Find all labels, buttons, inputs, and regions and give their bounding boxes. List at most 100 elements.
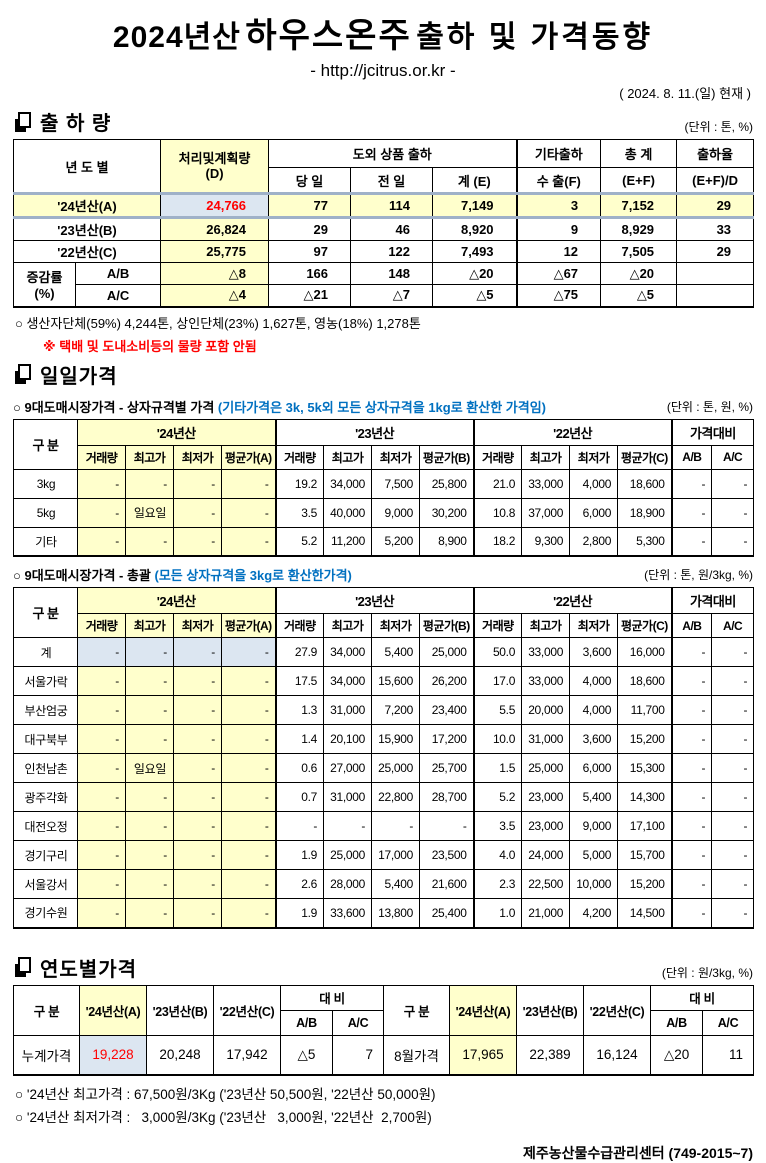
title-year: 2024년산: [112, 21, 241, 54]
cell: -: [173, 840, 222, 870]
col-header-offshore: 도외 상품 출하: [268, 139, 518, 168]
caption-note: (기타가격은 3k, 5k외 모든 상자규격을 1kg로 환산한 가격임): [217, 399, 546, 415]
square-bullet-icon: [15, 957, 31, 977]
cell: 16,000: [617, 637, 673, 667]
cell: 17.5: [274, 666, 325, 696]
col-header-plan: 처리및계획량 (D): [160, 139, 270, 194]
cell: 10.0: [472, 724, 523, 754]
col-header-vs: 대 비: [279, 984, 385, 1011]
table-row: 누계가격 19,228 20,248 17,942 △5 7 8월가격 17,9…: [13, 1034, 755, 1076]
cell: -: [711, 869, 755, 899]
table-row-2024: '24년산(A) 24,766 77 114 7,149 3 7,152 29: [12, 192, 755, 219]
cell: 10.8: [472, 497, 523, 528]
sub-header: 최저가: [569, 613, 619, 638]
change-label-line1: 증감률: [26, 270, 63, 286]
issuer-footer: 제주농산물수급관리센터 (749-2015~7): [522, 1145, 753, 1161]
cell: -: [173, 898, 222, 928]
cell: 7,200: [371, 695, 421, 725]
cell: -: [220, 840, 277, 870]
price-table-head: 구 분 '24년산 '23년산 '22년산 가격대비 거래량 최고가 최저가 평…: [13, 418, 755, 470]
cell: -: [711, 526, 755, 557]
sub-header: 평균가(A): [220, 613, 277, 638]
cell: -: [220, 695, 277, 725]
col-header-export: 수 출(F): [515, 167, 602, 194]
sub-header: 최저가: [371, 444, 421, 470]
sub-header: 평균가(C): [617, 444, 673, 470]
cell: △20: [650, 1034, 704, 1076]
cell: 33: [676, 217, 755, 241]
sub-header: 평균가(B): [419, 444, 475, 470]
cell: -: [173, 468, 222, 499]
cell: 17,100: [617, 811, 673, 841]
row-label: 인천남촌: [13, 753, 78, 783]
caption-text: ○ 9대도매시장가격 - 총괄: [13, 568, 155, 583]
caption-text: ○ 9대도매시장가격 - 상자규격별 가격: [13, 399, 218, 415]
cell: △5: [432, 284, 518, 307]
row-label: '23년산(B): [12, 217, 162, 241]
cell: △20: [600, 262, 678, 285]
group-header-23: '23년산: [274, 587, 475, 614]
cell: 17,965: [449, 1034, 518, 1076]
sub-header: 최저가: [173, 613, 222, 638]
plan-line2: (D): [205, 166, 224, 181]
cell: 22,389: [516, 1034, 585, 1076]
sub-header: 거래량: [77, 444, 126, 470]
cell: △75: [515, 284, 602, 307]
cell: -: [125, 811, 174, 841]
cell: -: [711, 782, 755, 812]
cell: 18,900: [617, 497, 673, 528]
cell: -: [173, 753, 222, 783]
cell: 4.0: [472, 840, 523, 870]
cell: -: [77, 695, 126, 725]
change-label: 증감률 (%): [13, 262, 76, 307]
cell: 97: [268, 240, 352, 263]
cell: -: [173, 782, 222, 812]
cell: 17,942: [213, 1034, 281, 1076]
col-header-24: '24년산(A): [79, 984, 147, 1036]
col-header-other: 기타출하: [515, 139, 602, 168]
cell: 15,200: [617, 869, 673, 899]
sub-header: 최저가: [371, 613, 421, 638]
cell: 23,400: [419, 695, 475, 725]
cell: -: [125, 898, 174, 928]
cell: -: [77, 637, 126, 667]
sub-header: 최고가: [323, 444, 373, 470]
cell: -: [670, 898, 713, 928]
cell: 21,600: [419, 869, 475, 899]
cell: 2.3: [472, 869, 523, 899]
cell: 16,124: [583, 1034, 652, 1076]
cell: -: [125, 782, 174, 812]
group-header-compare: 가격대비: [670, 587, 755, 614]
group-header-23: '23년산: [274, 418, 475, 446]
cell: △8: [160, 262, 270, 285]
table-row-change-ac: A/C △4 △21 △7 △5 △75 △5: [14, 284, 755, 307]
cell: 30,200: [419, 497, 475, 528]
cell: 31,000: [323, 695, 373, 725]
cell: -: [77, 753, 126, 783]
cell: -: [711, 840, 755, 870]
cell: 25,000: [419, 637, 475, 667]
col-header-total: 총 계: [600, 139, 678, 168]
cell: 5,400: [371, 637, 421, 667]
square-bullet-icon: [15, 364, 31, 384]
cell: -: [125, 666, 174, 696]
section-title-text: 연도별가격: [40, 958, 137, 981]
title-suffix: 출하 및 가격동향: [416, 21, 654, 54]
table-row: 서울가락 - - - -17.5 34,000 15,600 26,200 17.0 33,000…: [13, 666, 755, 696]
cell: 5,300: [617, 526, 673, 557]
cell: -: [77, 666, 126, 696]
sub-header: 거래량: [77, 613, 126, 638]
cell: 15,600: [371, 666, 421, 696]
cell: -: [711, 898, 755, 928]
overall-caption-row: ○ 9대도매시장가격 - 총괄 (모든 상자규격을 3kg로 환산한가격) (단…: [13, 565, 753, 584]
cell: -: [274, 811, 325, 841]
cell: -: [419, 811, 475, 841]
cell: 31,000: [323, 782, 373, 812]
cell: 1.0: [472, 898, 523, 928]
sub-header: 최고가: [125, 613, 174, 638]
cell: 15,700: [617, 840, 673, 870]
cell: 18.2: [472, 526, 523, 557]
cell: 166: [268, 262, 352, 285]
cell: -: [711, 695, 755, 725]
cell: -: [220, 869, 277, 899]
